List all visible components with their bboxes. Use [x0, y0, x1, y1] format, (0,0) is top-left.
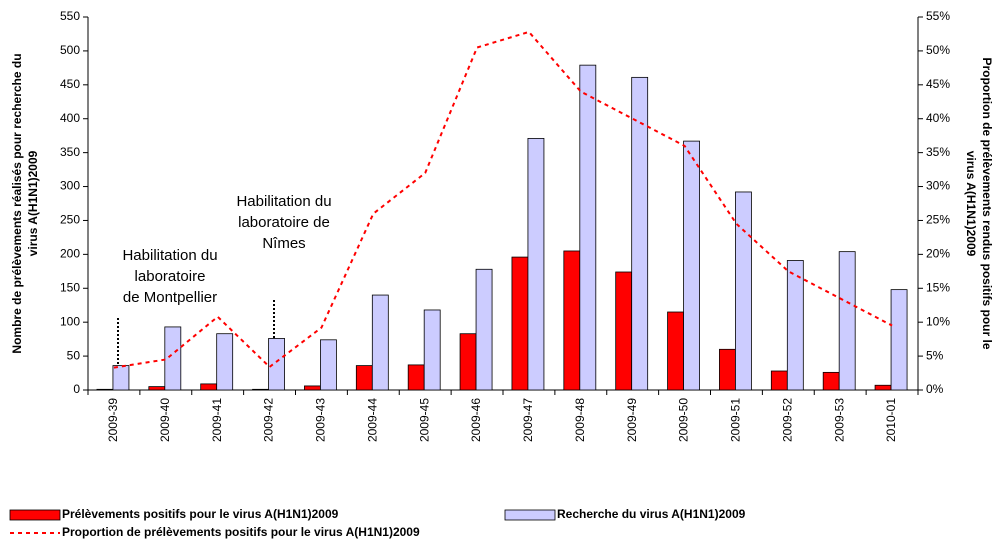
y2-tick-label: 5%: [926, 348, 944, 362]
annotation: Habilitation du laboratoire de Nîmes: [236, 193, 332, 349]
y2-tick-label: 15%: [926, 280, 950, 294]
bar: [96, 388, 114, 391]
y-tick-label: 300: [60, 179, 80, 193]
x-tick-label: 2009-53: [832, 398, 846, 442]
annotation-line: Habilitation du: [122, 247, 217, 264]
legend-label: Recherche du virus A(H1N1)2009: [557, 507, 746, 521]
y-tick-label: 400: [60, 111, 80, 125]
y2-tick-label: 20%: [926, 247, 950, 261]
x-tick-label: 2009-40: [158, 398, 172, 442]
y-tick-label: 50: [67, 348, 81, 362]
annotation-line: laboratoire: [135, 268, 206, 285]
bar: [735, 191, 752, 391]
x-tick-label: 2009-45: [417, 398, 431, 442]
bar: [874, 384, 892, 391]
y-tick-label: 100: [60, 314, 80, 328]
bar: [511, 256, 529, 391]
bar: [164, 326, 182, 391]
bar: [268, 338, 285, 391]
y-tick-label: 250: [60, 213, 80, 227]
y2-axis-title: Proportion de prélèvements rendus positi…: [980, 57, 994, 349]
bar: [527, 137, 545, 391]
y2-tick-label: 10%: [926, 314, 950, 328]
y2-axis-title: virus A(H1N1)2009: [964, 151, 978, 257]
bar: [615, 271, 633, 391]
y-tick-label: 0: [73, 382, 80, 396]
bar: [371, 294, 389, 391]
bar: [148, 386, 166, 391]
bar: [423, 309, 441, 391]
bar: [355, 365, 373, 391]
annotation-line: Habilitation du: [236, 193, 331, 210]
bar: [890, 289, 908, 391]
bar: [822, 371, 840, 391]
y-axis-title: Nombre de prélèvements réalisés pour rec…: [10, 53, 24, 353]
legend-label: Prélèvements positifs pour le virus A(H1…: [62, 507, 339, 521]
y2-tick-label: 30%: [926, 179, 950, 193]
annotation-line: Nîmes: [262, 235, 305, 252]
x-tick-label: 2009-49: [625, 398, 639, 442]
y2-tick-label: 50%: [926, 43, 950, 57]
x-tick-label: 2009-46: [469, 398, 483, 442]
y2-tick-label: 40%: [926, 111, 950, 125]
y-tick-label: 200: [60, 247, 80, 261]
bar: [563, 250, 581, 391]
legend-swatch: [504, 509, 556, 521]
y-tick-label: 550: [60, 9, 80, 23]
y2-tick-label: 45%: [926, 77, 950, 91]
y-tick-label: 150: [60, 280, 80, 294]
bar: [786, 260, 804, 391]
y2-tick-label: 25%: [926, 213, 950, 227]
y-tick-label: 450: [60, 77, 80, 91]
bar: [252, 388, 269, 391]
x-tick-label: 2009-43: [314, 398, 328, 442]
x-tick-label: 2009-42: [262, 398, 276, 442]
x-tick-label: 2010-01: [884, 398, 898, 442]
annotation-line: laboratoire de: [238, 214, 330, 231]
x-tick-label: 2009-44: [365, 398, 379, 442]
x-tick-label: 2009-47: [521, 398, 535, 442]
bar: [770, 370, 788, 391]
x-tick-label: 2009-51: [729, 398, 743, 442]
x-tick-label: 2009-41: [210, 398, 224, 442]
legend-label: Proportion de prélèvements positifs pour…: [62, 525, 420, 539]
bar: [112, 365, 130, 391]
y2-tick-label: 0%: [926, 382, 944, 396]
y-tick-label: 500: [60, 43, 80, 57]
bar: [200, 383, 218, 391]
y2-tick-label: 55%: [926, 9, 950, 23]
line: [113, 30, 893, 369]
bar: [667, 311, 684, 391]
y-tick-label: 350: [60, 145, 80, 159]
bar: [719, 348, 736, 391]
y2-tick-label: 35%: [926, 145, 950, 159]
y-axis-title: virus A(H1N1)2009: [26, 150, 40, 256]
x-tick-label: 2009-39: [106, 398, 120, 442]
bar: [631, 76, 649, 391]
x-tick-label: 2009-48: [573, 398, 587, 442]
bar: [475, 268, 493, 391]
legend-swatch: [9, 509, 61, 521]
bar: [304, 385, 321, 391]
bar: [459, 333, 477, 391]
bar: [407, 364, 425, 391]
bar: [683, 140, 700, 391]
bar: [216, 333, 234, 391]
annotation-line: de Montpellier: [123, 289, 217, 306]
x-tick-label: 2009-52: [780, 398, 794, 442]
bar: [320, 339, 337, 391]
bar: [579, 64, 597, 391]
bar: [838, 251, 856, 391]
annotation: Habilitation du laboratoire de Montpelli…: [113, 247, 218, 380]
x-tick-label: 2009-50: [677, 398, 691, 442]
